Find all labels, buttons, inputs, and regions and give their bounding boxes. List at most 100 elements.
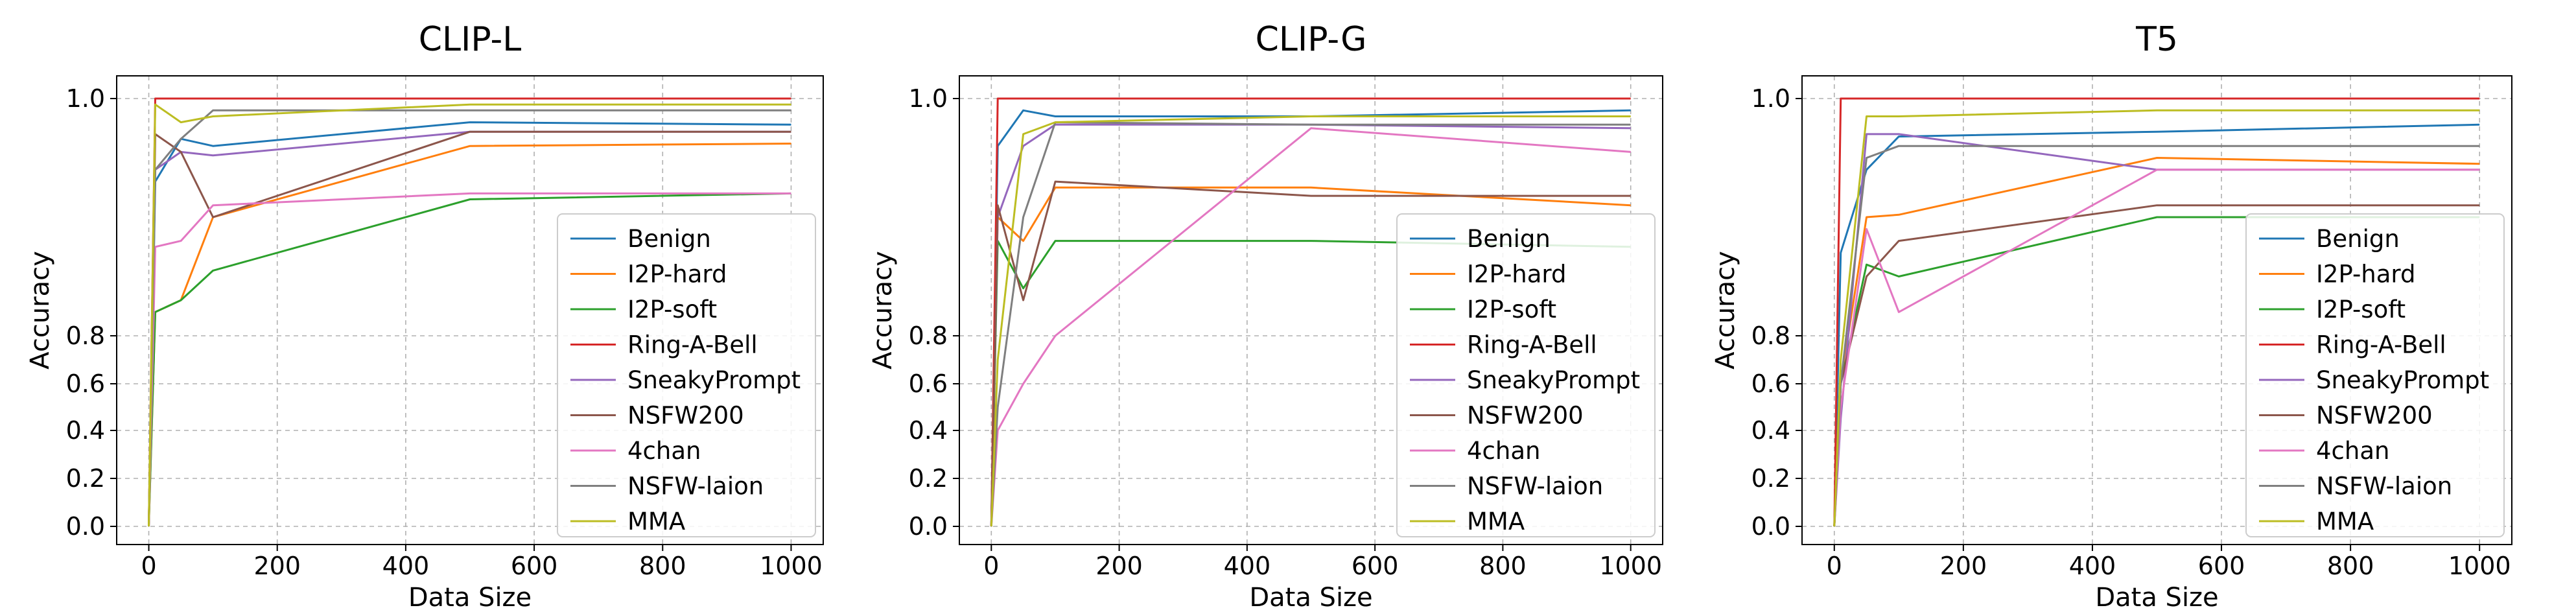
legend-label: MMA [627, 508, 685, 535]
y-tick-label: 0.4 [66, 416, 105, 445]
chart-title: T5 [2135, 20, 2178, 59]
legend-item: I2P-soft [1410, 296, 1556, 323]
x-axis-label: Data Size [1249, 583, 1372, 610]
y-axis-label: Accuracy [25, 251, 55, 370]
legend-item: Benign [2259, 225, 2400, 253]
legend-item: I2P-hard [570, 261, 727, 288]
legend: Benign I2P-hard I2P-soft Ring-A-Bell SneakyP… [2245, 213, 2505, 537]
legend-label: Ring-A-Bell [627, 331, 758, 359]
legend-item: MMA [1410, 508, 1525, 535]
series-line-i2p-soft [148, 192, 791, 527]
x-tick-label: 0 [141, 552, 156, 580]
legend-item: Ring-A-Bell [2259, 331, 2446, 359]
legend-item: 4chan [1410, 437, 1540, 465]
y-tick-label: 0.8 [1751, 322, 1790, 350]
legend-label: NSFW200 [627, 402, 744, 430]
chart-panel-1: 0 200 400 600 800 1000 0.0 0.2 0.4 0.6 0.8 1.0 CLIP-… [25, 20, 824, 610]
x-tick-label: 400 [2069, 552, 2116, 580]
x-tick-label: 1000 [2448, 552, 2511, 580]
legend-item: I2P-hard [2259, 261, 2415, 288]
legend-label: Benign [627, 225, 711, 253]
y-tick-label: 0.2 [66, 464, 105, 493]
series-line-4chan [990, 127, 1631, 527]
legend-item: 4chan [2259, 437, 2389, 465]
legend-item: Benign [570, 225, 711, 253]
series-line-ring-a-bell [1833, 97, 2480, 527]
legend-item: 4chan [570, 437, 701, 465]
legend-label: I2P-hard [1467, 261, 1566, 288]
series-line-mma [1833, 109, 2480, 527]
plot-frame [116, 75, 824, 545]
legend-label: 4chan [2316, 437, 2389, 465]
legend-item: Ring-A-Bell [570, 331, 758, 359]
plot-frame [1801, 75, 2512, 545]
x-tick-label: 800 [639, 552, 686, 580]
x-tick-label: 600 [1352, 552, 1399, 580]
x-axis-label: Data Size [408, 583, 532, 610]
legend-item: NSFW200 [1410, 402, 1584, 430]
series-line-ring-a-bell [990, 97, 1631, 527]
series-line-nsfw200 [990, 180, 1631, 527]
y-tick-label: 0.2 [1751, 464, 1790, 493]
legend-label: SneakyPrompt [2316, 366, 2489, 394]
y-tick-label: 0.0 [66, 512, 105, 541]
y-axis-label: Accuracy [1711, 251, 1740, 370]
legend-label: SneakyPrompt [627, 366, 801, 394]
legend-label: NSFW-laion [1467, 473, 1603, 500]
legend-item: SneakyPrompt [570, 366, 801, 394]
legend-item: MMA [570, 508, 685, 535]
series-line-mma [148, 103, 791, 527]
x-tick-label: 600 [2198, 552, 2245, 580]
legend-item: I2P-soft [570, 296, 717, 323]
series-line-mma [990, 115, 1631, 527]
x-tick-label: 800 [1479, 552, 1527, 580]
y-tick-label: 0.6 [66, 370, 105, 398]
legend-item: NSFW200 [570, 402, 744, 430]
legend-item: NSFW200 [2259, 402, 2433, 430]
legend-label: Ring-A-Bell [2316, 331, 2446, 359]
y-tick-label: 1.0 [909, 84, 948, 113]
chart-panel-3: 0 200 400 600 800 1000 0.0 0.2 0.4 0.6 0.8 1.0 T5 Dat… [1711, 20, 2512, 610]
x-tick-label: 800 [2327, 552, 2374, 580]
series-line-4chan [148, 192, 791, 527]
legend-label: MMA [1467, 508, 1525, 535]
legend-label: Benign [1467, 225, 1551, 253]
y-tick-label: 0.8 [909, 322, 948, 350]
legend-label: I2P-soft [627, 296, 717, 323]
legend-item: Ring-A-Bell [1410, 331, 1597, 359]
x-axis-label: Data Size [2095, 583, 2218, 610]
y-tick-label: 1.0 [66, 84, 105, 113]
legend-label: NSFW200 [1467, 402, 1584, 430]
y-tick-label: 0.6 [909, 370, 948, 398]
legend: Benign I2P-hard I2P-soft Ring-A-Bell SneakyP… [557, 213, 816, 537]
legend-item: I2P-hard [1410, 261, 1566, 288]
legend: Benign I2P-hard I2P-soft Ring-A-Bell SneakyP… [1396, 213, 1656, 537]
x-tick-label: 200 [1940, 552, 1987, 580]
legend-item: SneakyPrompt [2259, 366, 2489, 394]
x-tick-label: 200 [1095, 552, 1143, 580]
legend-box [2245, 213, 2505, 537]
legend-label: I2P-hard [627, 261, 727, 288]
x-tick-label: 1000 [1599, 552, 1662, 580]
legend-label: Benign [2316, 225, 2400, 253]
legend-label: Ring-A-Bell [1467, 331, 1597, 359]
x-tick-label: 400 [1224, 552, 1271, 580]
legend-label: NSFW200 [2316, 402, 2433, 430]
chart-title: CLIP-L [419, 20, 522, 59]
legend-box [557, 213, 816, 537]
y-tick-label: 0.8 [66, 322, 105, 350]
series-line-nsfw-laion [990, 121, 1631, 527]
y-tick-label: 0.0 [1751, 512, 1790, 541]
y-tick-label: 0.6 [1751, 370, 1790, 398]
x-tick-label: 200 [253, 552, 301, 580]
legend-label: NSFW-laion [2316, 473, 2452, 500]
plot-frame [959, 75, 1663, 545]
y-tick-label: 1.0 [1751, 84, 1790, 113]
chart-title: CLIP-G [1256, 20, 1367, 59]
x-tick-label: 600 [511, 552, 558, 580]
x-tick-label: 1000 [760, 552, 823, 580]
y-tick-label: 0.2 [909, 464, 948, 493]
legend-label: MMA [2316, 508, 2374, 535]
x-tick-label: 400 [382, 552, 430, 580]
